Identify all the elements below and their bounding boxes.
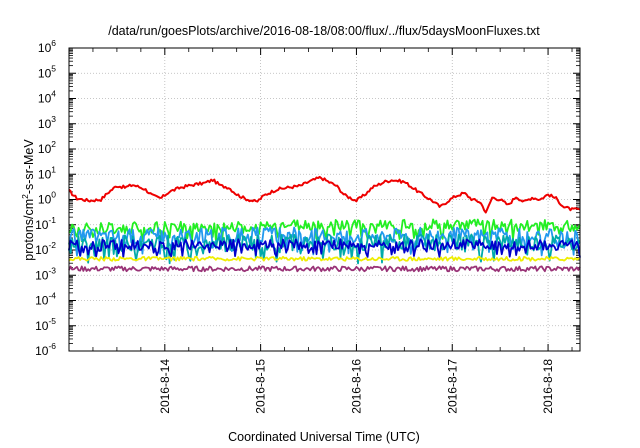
- y-axis-label-rest: -s-sr-MeV: [22, 139, 36, 195]
- y-tick-label: 100: [38, 190, 56, 207]
- y-tick-exponent: 1: [51, 164, 56, 174]
- y-tick-base: 10: [35, 268, 49, 282]
- series-line: [68, 238, 581, 259]
- y-tick-base: 10: [38, 142, 52, 156]
- y-axis-label-main: protons/cm: [22, 199, 36, 261]
- y-tick-label: 101: [38, 164, 56, 181]
- x-tick-label: 2016-8-18: [541, 359, 555, 414]
- series-line: [68, 226, 581, 257]
- x-tick-label: 2016-8-17: [445, 359, 459, 414]
- y-tick-exponent: -6: [48, 341, 56, 351]
- y-tick-base: 10: [35, 344, 49, 358]
- series-line: [68, 265, 581, 273]
- chart-title: /data/run/goesPlots/archive/2016-08-18/0…: [108, 24, 540, 38]
- y-tick-base: 10: [35, 218, 49, 232]
- series-line: [68, 233, 581, 265]
- y-tick-exponent: -2: [48, 240, 56, 250]
- x-tick-label: 2016-8-15: [254, 359, 268, 414]
- x-axis: 2016-8-14 2016-8-15 2016-8-16 2016-8-17 2016…: [92, 48, 573, 414]
- y-tick-label: 10-1: [35, 215, 56, 232]
- y-tick-base: 10: [38, 92, 52, 106]
- y-tick-base: 10: [35, 294, 49, 308]
- x-axis-label: Coordinated Universal Time (UTC): [228, 430, 420, 444]
- y-tick-label: 10-5: [35, 316, 56, 333]
- y-tick-exponent: 5: [51, 63, 56, 73]
- y-tick-label: 104: [38, 89, 56, 106]
- y-tick-label: 103: [38, 114, 56, 131]
- y-tick-exponent: -4: [48, 291, 56, 301]
- y-axis: 10-610-510-410-310-210-11001011021031041…: [35, 38, 580, 358]
- plot-frame: [68, 47, 581, 352]
- y-tick-base: 10: [38, 41, 52, 55]
- series-line: [68, 218, 581, 243]
- y-axis-label-sup: 2: [20, 194, 30, 199]
- series-line: [68, 255, 581, 262]
- y-tick-base: 10: [38, 167, 52, 181]
- y-tick-label: 105: [38, 63, 56, 80]
- y-tick-base: 10: [35, 319, 49, 333]
- y-tick-label: 10-2: [35, 240, 56, 257]
- series-line: [68, 175, 581, 214]
- y-tick-base: 10: [35, 243, 49, 257]
- y-tick-base: 10: [38, 117, 52, 131]
- y-tick-exponent: -3: [48, 265, 56, 275]
- y-tick-exponent: 4: [51, 89, 56, 99]
- y-tick-exponent: 2: [51, 139, 56, 149]
- x-tick-label: 2016-8-16: [349, 359, 363, 414]
- y-tick-exponent: 0: [51, 190, 56, 200]
- y-tick-label: 10-3: [35, 265, 56, 282]
- y-tick-exponent: -1: [48, 215, 56, 225]
- y-tick-label: 102: [38, 139, 56, 156]
- y-tick-exponent: -5: [48, 316, 56, 326]
- y-tick-base: 10: [38, 193, 52, 207]
- x-tick-label: 2016-8-14: [158, 359, 172, 414]
- y-tick-base: 10: [38, 66, 52, 80]
- y-tick-label: 10-4: [35, 291, 56, 308]
- y-tick-label: 106: [38, 38, 56, 55]
- y-tick-label: 10-6: [35, 341, 56, 358]
- y-tick-exponent: 3: [51, 114, 56, 124]
- y-axis-label: protons/cm2-s-sr-MeV: [20, 139, 36, 261]
- data-series: [68, 175, 581, 273]
- y-tick-exponent: 6: [51, 38, 56, 48]
